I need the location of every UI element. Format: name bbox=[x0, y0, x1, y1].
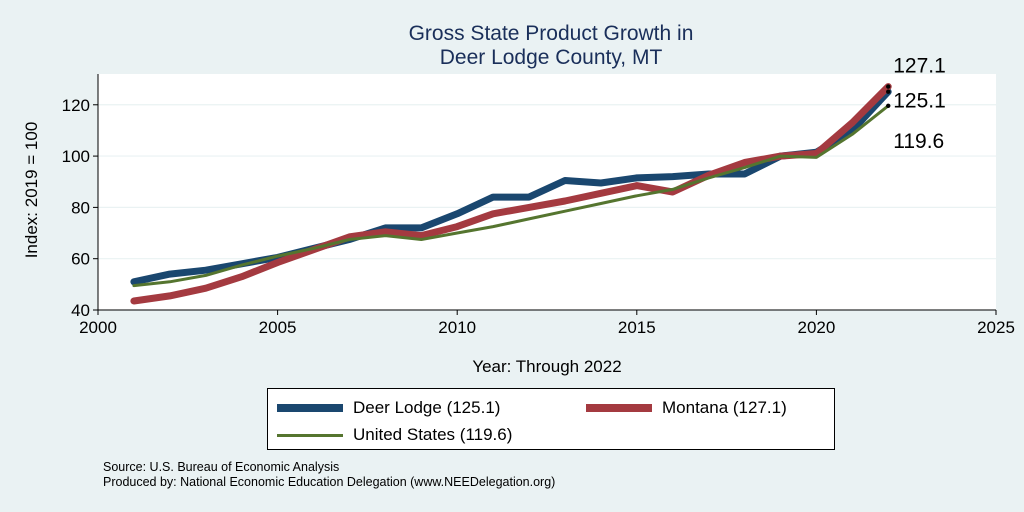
chart-title-line-1: Gross State Product Growth in bbox=[408, 22, 694, 45]
produced-by-note: Produced by: National Economic Education… bbox=[103, 475, 556, 489]
legend-swatch-united-states bbox=[277, 433, 343, 437]
x-axis-label: Year: Through 2022 bbox=[472, 357, 622, 376]
series-line-1 bbox=[130, 83, 892, 305]
y-tick-label-120: 120 bbox=[62, 96, 90, 115]
series-line-2 bbox=[132, 104, 890, 288]
series-end-label-0: 125.1 bbox=[893, 90, 946, 113]
legend-label-deer-lodge: Deer Lodge (125.1) bbox=[353, 398, 501, 417]
x-tick-label-2020: 2020 bbox=[797, 318, 835, 337]
y-tick-label-100: 100 bbox=[62, 147, 90, 166]
series-end-point-1 bbox=[886, 84, 891, 89]
legend-swatch-montana bbox=[586, 404, 652, 412]
legend-item-montana: Montana (127.1) bbox=[586, 398, 787, 418]
series-end-label-1: 127.1 bbox=[893, 55, 946, 78]
legend-item-united-states: United States (119.6) bbox=[277, 425, 512, 445]
x-tick-label-2025: 2025 bbox=[977, 318, 1015, 337]
series-end-label-2: 119.6 bbox=[893, 130, 944, 153]
x-tick-label-2015: 2015 bbox=[618, 318, 656, 337]
legend: Deer Lodge (125.1) Montana (127.1) Unite… bbox=[267, 388, 835, 450]
x-tick-label-2000: 2000 bbox=[79, 318, 117, 337]
x-tick-label-2005: 2005 bbox=[259, 318, 297, 337]
x-tick-label-2010: 2010 bbox=[438, 318, 476, 337]
legend-label-united-states: United States (119.6) bbox=[353, 425, 513, 444]
chart-title-line-2: Deer Lodge County, MT bbox=[439, 46, 663, 69]
y-tick-label-40: 40 bbox=[71, 301, 90, 320]
y-tick-label-60: 60 bbox=[71, 250, 90, 269]
series-end-point-2 bbox=[886, 103, 891, 109]
legend-label-montana: Montana (127.1) bbox=[662, 398, 787, 417]
legend-swatch-deer-lodge bbox=[277, 404, 343, 412]
y-tick-label-80: 80 bbox=[71, 198, 90, 217]
source-note: Source: U.S. Bureau of Economic Analysis bbox=[103, 460, 340, 474]
series-end-point-0 bbox=[886, 89, 891, 94]
legend-item-deer-lodge: Deer Lodge (125.1) bbox=[277, 398, 500, 418]
